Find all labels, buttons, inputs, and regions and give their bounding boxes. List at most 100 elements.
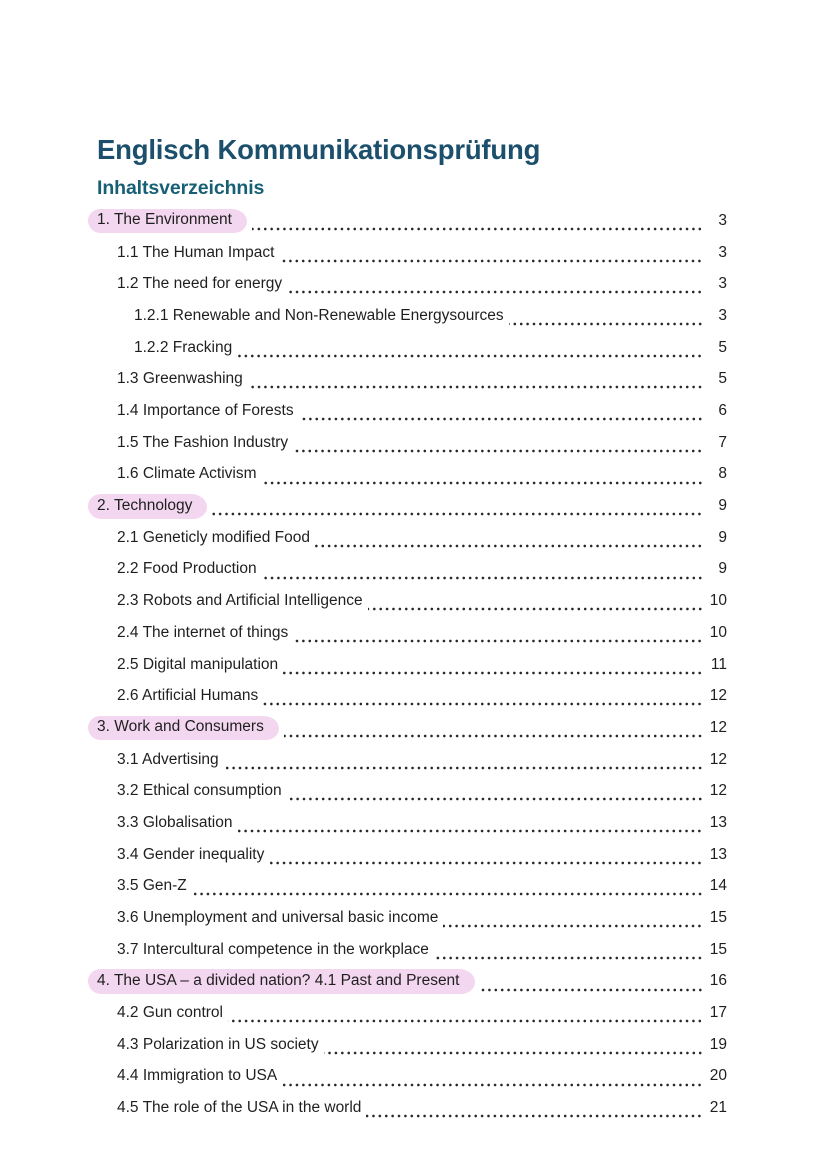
toc-entry[interactable]: 3.3 Globalisation 13	[97, 807, 727, 839]
dot-leader	[237, 353, 703, 358]
toc-entry-label: 3.7 Intercultural competence in the work…	[117, 940, 429, 958]
toc-heading: Inhaltsverzeichnis	[97, 176, 265, 199]
toc-entry[interactable]: 1.2.1 Renewable and Non-Renewable Energy…	[97, 300, 727, 332]
toc-entry-page-number: 14	[709, 877, 727, 895]
toc-entry[interactable]: 2.1 Geneticly modified Food 9	[97, 522, 727, 554]
toc-entry-label: 1.3 Greenwashing	[117, 370, 243, 388]
toc-entry-label: 2.1 Geneticly modified Food	[117, 528, 310, 546]
toc-entry-label: 2.3 Robots and Artificial Intelligence	[117, 592, 363, 610]
table-of-contents: 1. The Environment 3 1.1 The Human Impact 3…	[88, 205, 727, 1125]
toc-entry[interactable]: 4.4 Immigration to USA 20	[97, 1061, 727, 1093]
toc-entry-label: 1.2.2 Fracking	[134, 338, 233, 356]
toc-entry-page-number: 21	[709, 1099, 727, 1117]
toc-entry-label: 4.2 Gun control	[117, 1004, 223, 1022]
toc-entry-label: 1.5 The Fashion Industry	[117, 433, 289, 451]
toc-entry[interactable]: 3.1 Advertising 12	[97, 744, 727, 776]
toc-entry-page-number: 15	[709, 940, 727, 958]
toc-entry-page-number: 17	[709, 1004, 727, 1022]
toc-entry[interactable]: 1. The Environment 3	[88, 205, 727, 237]
toc-entry[interactable]: 3. Work and Consumers 12	[88, 712, 727, 744]
toc-entry-page-number: 16	[709, 972, 727, 990]
dot-leader	[237, 829, 703, 834]
toc-entry-page-number: 12	[709, 718, 727, 736]
toc-entry[interactable]: 4.2 Gun control 17	[97, 998, 727, 1030]
toc-entry-label: 3.3 Globalisation	[117, 813, 233, 831]
toc-entry-page-number: 6	[718, 402, 727, 420]
toc-entry-page-number: 11	[710, 655, 727, 673]
toc-entry[interactable]: 1.2.2 Fracking 5	[97, 332, 727, 364]
toc-entry-page-number: 15	[709, 909, 727, 927]
toc-entry-label: 2.2 Food Production	[117, 560, 257, 578]
toc-entry[interactable]: 1.6 Climate Activism 8	[97, 459, 727, 491]
dot-leader	[247, 385, 703, 390]
toc-entry-label-highlighted: 2. Technology	[88, 494, 208, 519]
dot-leader	[261, 480, 703, 485]
document-title: Englisch Kommunikationsprüfung	[97, 134, 541, 165]
toc-entry-page-number: 13	[709, 813, 727, 831]
toc-entry-page-number: 9	[718, 528, 727, 546]
toc-entry[interactable]: 4.5 The role of the USA in the world 21	[97, 1093, 727, 1125]
toc-entry[interactable]: 1.5 The Fashion Industry 7	[97, 427, 727, 459]
toc-entry[interactable]: 2.5 Digital manipulation 11	[97, 649, 727, 681]
toc-entry[interactable]: 3.6 Unemployment and universal basic inc…	[97, 902, 727, 934]
toc-entry-label: 2.6 Artificial Humans	[117, 687, 259, 705]
toc-entry-label: 1.4 Importance of Forests	[117, 402, 294, 420]
dot-leader	[298, 417, 703, 422]
dot-leader	[251, 227, 703, 232]
toc-entry-label: 1.1 The Human Impact	[117, 243, 275, 261]
dot-leader	[293, 448, 703, 453]
toc-entry[interactable]: 4. The USA – a divided nation? 4.1 Past …	[88, 966, 727, 998]
toc-entry-label: 4.4 Immigration to USA	[117, 1067, 278, 1085]
dot-leader	[223, 765, 703, 770]
toc-entry[interactable]: 4.3 Polarization in US society 19	[97, 1029, 727, 1061]
toc-entry-page-number: 3	[718, 211, 727, 229]
toc-entry[interactable]: 1.3 Greenwashing 5	[97, 364, 727, 396]
dot-leader	[283, 734, 703, 739]
toc-entry[interactable]: 1.1 The Human Impact 3	[97, 237, 727, 269]
toc-entry-label-highlighted: 3. Work and Consumers	[88, 715, 279, 741]
toc-entry[interactable]: 1.4 Importance of Forests 6	[97, 395, 727, 427]
toc-entry-label: 1.2.1 Renewable and Non-Renewable Energy…	[134, 306, 504, 324]
toc-entry[interactable]: 2.6 Artificial Humans 12	[97, 681, 727, 713]
toc-entry[interactable]: 2.4 The internet of things 10	[97, 617, 727, 649]
toc-entry-label: 2.4 The internet of things	[117, 623, 289, 641]
dot-leader	[315, 543, 703, 548]
dot-leader	[433, 955, 703, 960]
toc-entry[interactable]: 3.2 Ethical consumption 12	[97, 776, 727, 808]
toc-entry-label: 3.2 Ethical consumption	[117, 782, 282, 800]
dot-leader	[287, 290, 703, 295]
dot-leader	[366, 1114, 703, 1119]
toc-entry-label: 3.6 Unemployment and universal basic inc…	[117, 909, 439, 927]
toc-entry-label-highlighted: 1. The Environment	[88, 208, 247, 234]
toc-entry[interactable]: 3.5 Gen-Z 14	[97, 871, 727, 903]
dot-leader	[282, 1082, 703, 1087]
dot-leader	[323, 1050, 703, 1055]
toc-entry-label: 1.6 Climate Activism	[117, 465, 257, 483]
toc-entry-page-number: 19	[709, 1035, 727, 1053]
dot-leader	[212, 512, 703, 517]
dot-leader	[283, 670, 703, 675]
toc-entry-label: 4.3 Polarization in US society	[117, 1035, 319, 1053]
toc-entry[interactable]: 2.2 Food Production 9	[97, 554, 727, 586]
dot-leader	[263, 702, 703, 707]
toc-entry-page-number: 20	[709, 1067, 727, 1085]
dot-leader	[293, 638, 703, 643]
toc-entry-page-number: 13	[709, 845, 727, 863]
dot-leader	[286, 797, 703, 802]
toc-entry-page-number: 5	[718, 370, 727, 388]
dot-leader	[479, 987, 703, 992]
dot-leader	[191, 892, 703, 897]
toc-entry-label: 4.5 The role of the USA in the world	[117, 1099, 362, 1117]
toc-entry[interactable]: 1.2 The need for energy 3	[97, 269, 727, 301]
toc-entry-page-number: 10	[709, 623, 727, 641]
toc-entry-label: 3.5 Gen-Z	[117, 877, 187, 895]
toc-entry[interactable]: 2. Technology 9	[88, 491, 727, 523]
toc-entry-label: 2.5 Digital manipulation	[117, 655, 279, 673]
toc-entry[interactable]: 2.3 Robots and Artificial Intelligence 10	[97, 586, 727, 618]
toc-entry[interactable]: 3.7 Intercultural competence in the work…	[97, 934, 727, 966]
toc-entry-page-number: 9	[718, 560, 727, 578]
toc-entry[interactable]: 3.4 Gender inequality 13	[97, 839, 727, 871]
toc-entry-label: 3.4 Gender inequality	[117, 845, 265, 863]
dot-leader	[367, 607, 703, 612]
